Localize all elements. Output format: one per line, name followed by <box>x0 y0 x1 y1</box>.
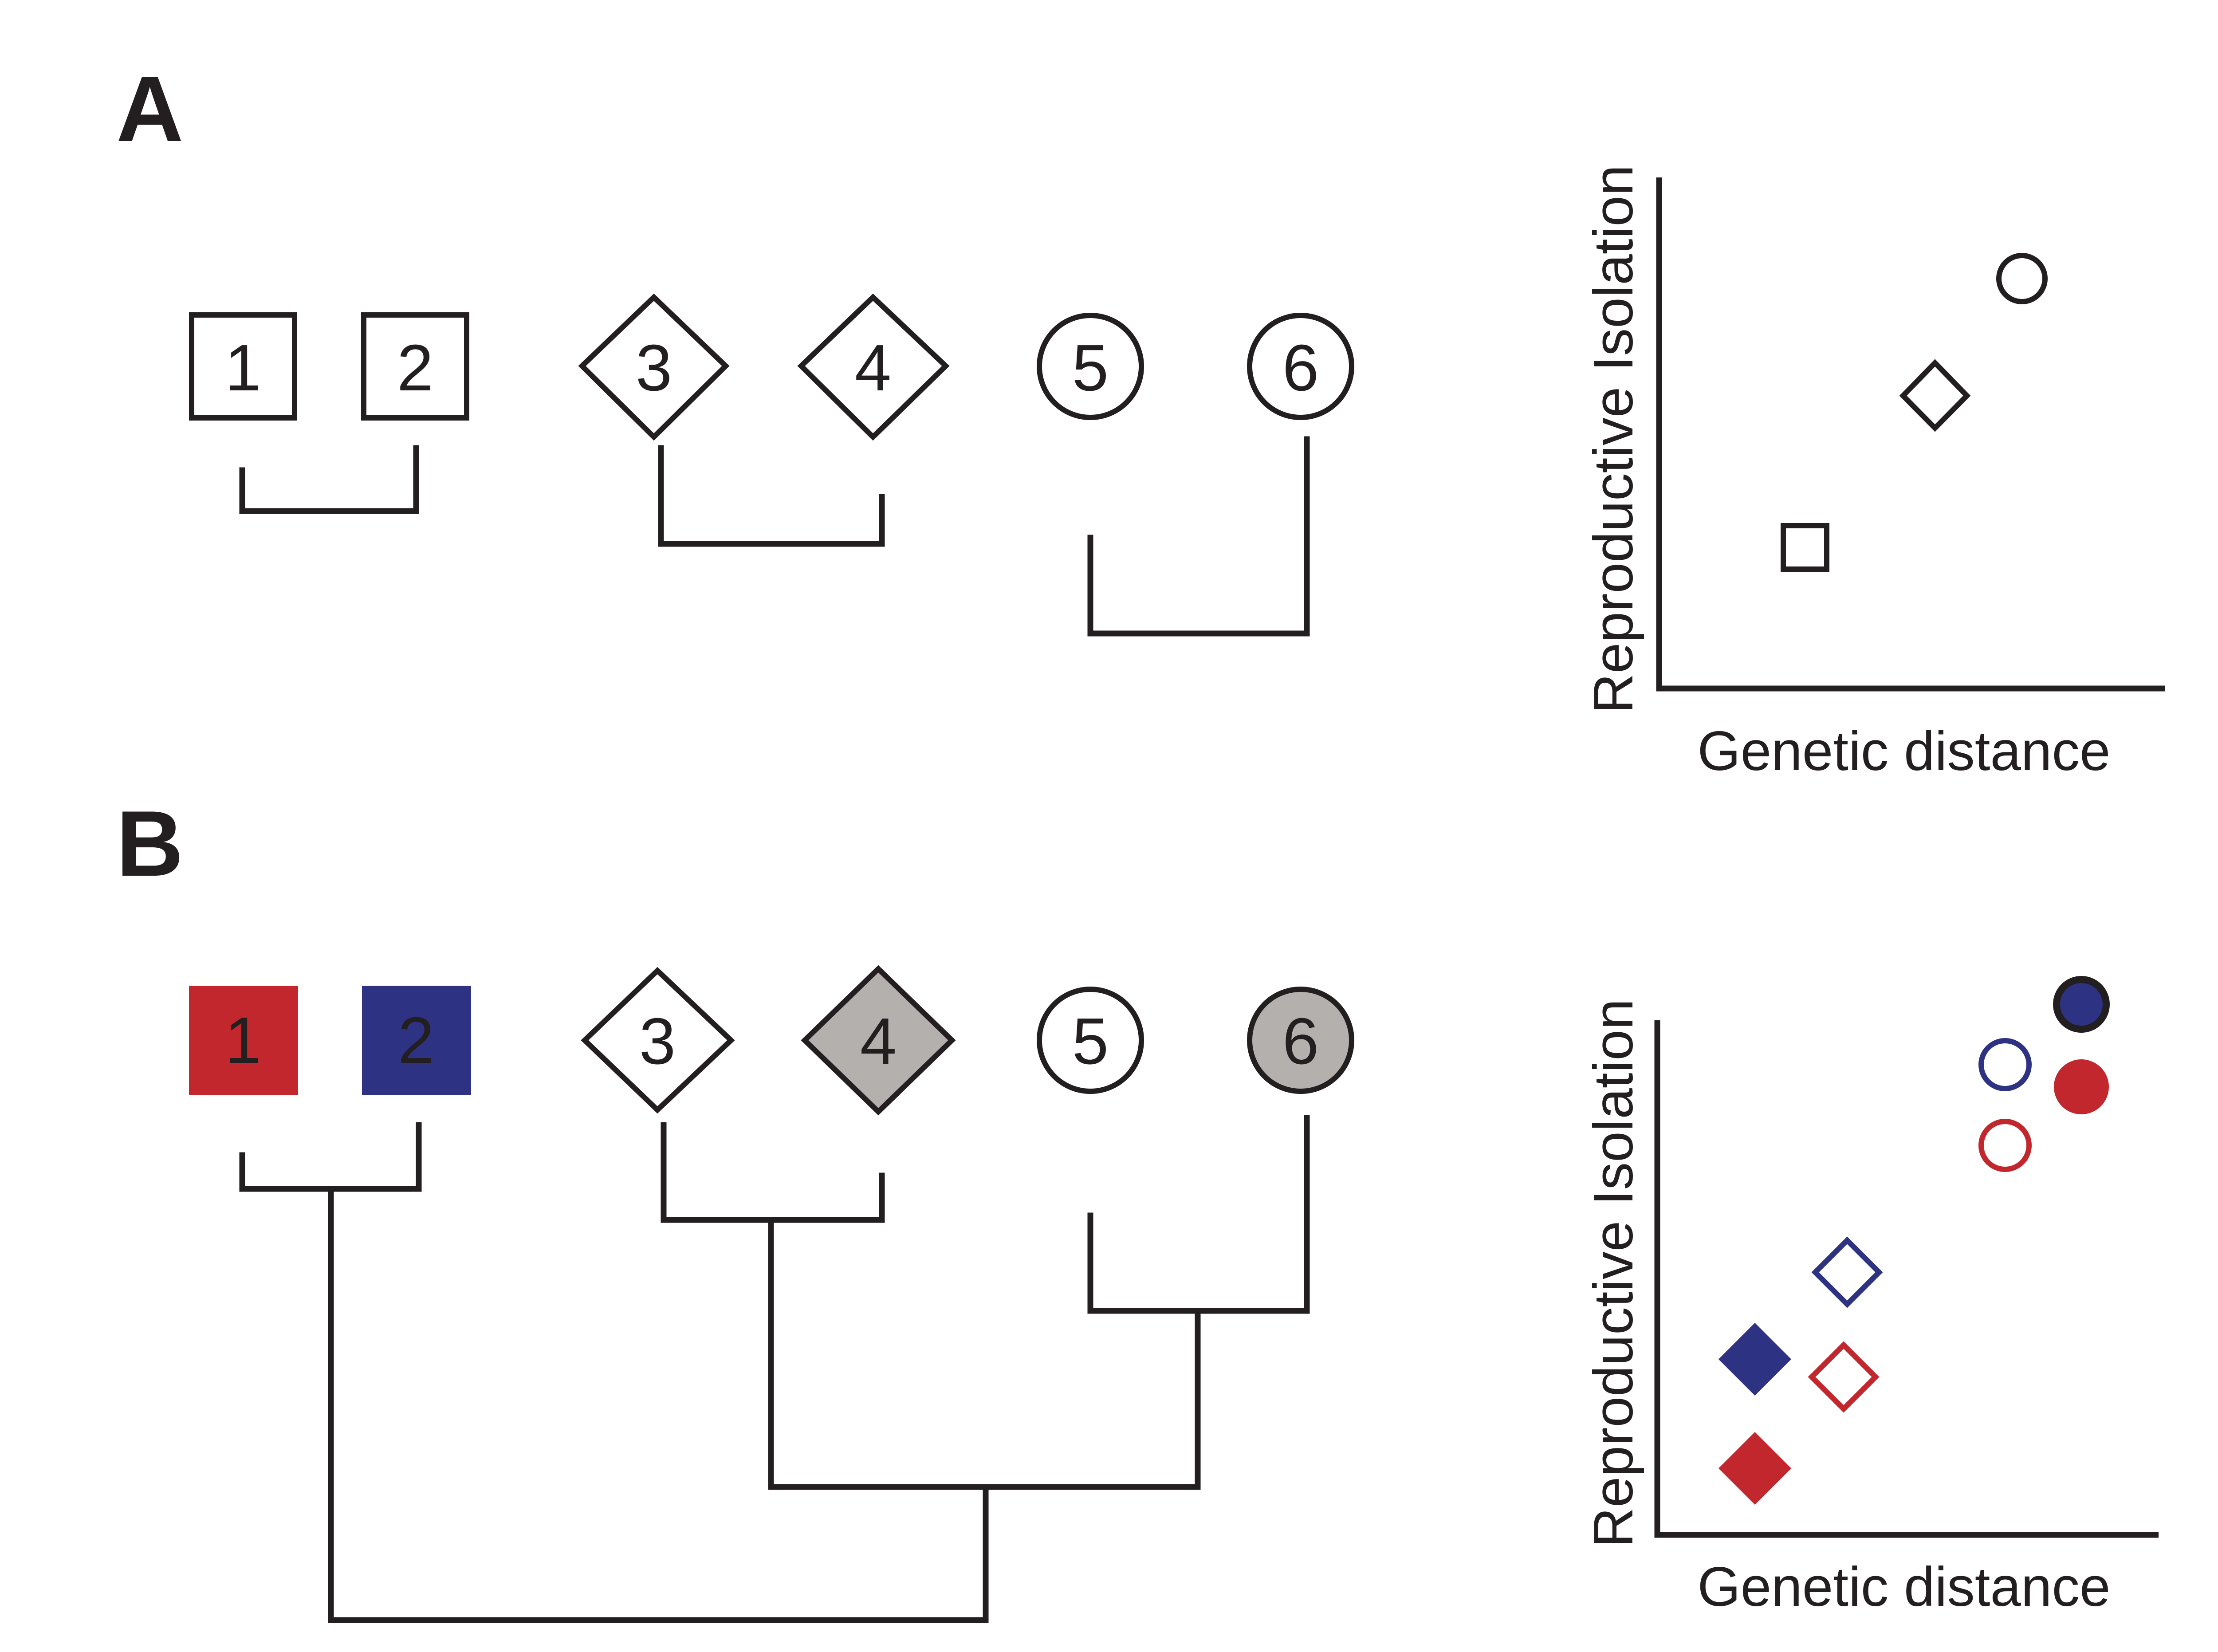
panel-a-y-axis-label: Reproductive Isolation <box>1583 165 1644 714</box>
taxon-5-circle <box>1037 313 1144 420</box>
panel-b-bracket-1-2 <box>239 1122 422 1192</box>
taxon-6-label: 6 <box>1282 331 1319 405</box>
panel-a-taxon-5: 5 <box>1037 313 1144 420</box>
taxon-6-circle <box>1247 313 1354 420</box>
panel-b-marker-circle-red-filled <box>2054 1059 2109 1114</box>
taxon-1-label: 1 <box>225 1004 261 1077</box>
panel-b-root-branch <box>328 1186 989 1623</box>
panel-b-taxon-2: 2 <box>362 986 471 1095</box>
panel-b-taxon-4: 4 <box>801 965 956 1116</box>
taxon-3-diamond <box>578 293 730 441</box>
taxon-4-label: 4 <box>860 1005 897 1078</box>
taxon-6-label: 6 <box>1282 1005 1319 1078</box>
taxon-5-circle <box>1037 987 1144 1094</box>
panel-b-taxon-3: 3 <box>581 967 735 1114</box>
taxon-4-label: 4 <box>855 331 891 405</box>
panel-b-bracket-5-6 <box>1087 1115 1310 1314</box>
panel-a-x-axis-label: Genetic distance <box>1697 720 2110 782</box>
panel-a-plot: Reproductive Isolation Genetic distance <box>1583 165 2165 782</box>
taxon-3-label: 3 <box>639 1005 676 1078</box>
taxon-2-label: 2 <box>398 1004 434 1077</box>
panel-b-plot: Reproductive Isolation Genetic distance <box>1583 976 2159 1618</box>
panel-b-marker-diamond-red-open <box>1808 1341 1880 1413</box>
panel-a-taxon-2: 2 <box>361 312 469 421</box>
taxon-5-label: 5 <box>1072 1005 1109 1078</box>
panel-a-bracket-3-4 <box>658 445 885 547</box>
panel-b-marker-diamond-blue-filled <box>1719 1323 1791 1396</box>
panel-b-marker-circle-blue-filled <box>2053 976 2110 1033</box>
panel-b-bracket-3-4 <box>661 1122 885 1223</box>
panel-a-taxon-4: 4 <box>797 293 950 441</box>
panel-a-label: A <box>116 57 184 161</box>
panel-b-marker-circle-blue-open <box>1978 1038 2032 1091</box>
taxon-1-square <box>189 312 297 421</box>
panel-a: A 1 2 3 4 5 6 <box>116 57 2165 782</box>
panel-a-marker-diamond <box>1899 359 1971 432</box>
panel-b-label: B <box>116 791 184 896</box>
panel-a-axes <box>1656 177 2165 692</box>
panel-b-taxon-5: 5 <box>1037 987 1144 1094</box>
panel-b-inner-branch <box>768 1217 1201 1490</box>
taxon-6-circle-gray <box>1247 987 1354 1094</box>
panel-b-marker-diamond-blue-open <box>1811 1236 1883 1308</box>
taxon-1-square-red <box>189 986 298 1095</box>
panel-a-taxon-1: 1 <box>189 312 297 421</box>
taxon-1-label: 1 <box>225 331 261 405</box>
panel-a-marker-circle <box>1996 253 2048 304</box>
panel-b-x-axis-label: Genetic distance <box>1697 1556 2110 1618</box>
panel-b-marker-diamond-red-filled <box>1719 1432 1791 1505</box>
panel-a-marker-square <box>1781 523 1829 572</box>
taxon-2-square-blue <box>362 986 471 1095</box>
taxon-4-diamond-gray <box>801 965 956 1116</box>
taxon-2-label: 2 <box>397 331 433 405</box>
panel-b-taxon-6: 6 <box>1247 987 1354 1094</box>
panel-a-taxon-3: 3 <box>578 293 730 441</box>
taxon-2-square <box>361 312 469 421</box>
taxon-3-diamond <box>581 967 735 1114</box>
panel-b-tree <box>239 1115 1310 1623</box>
panel-a-bracket-1-2 <box>239 445 419 514</box>
panel-b-axes <box>1654 1020 2159 1538</box>
panel-b-taxon-1: 1 <box>189 986 298 1095</box>
taxon-4-diamond <box>797 293 950 441</box>
panel-a-bracket-5-6 <box>1087 436 1310 637</box>
panel-b-y-axis-label: Reproductive Isolation <box>1583 999 1644 1548</box>
panel-b-marker-circle-red-open <box>1978 1119 2032 1172</box>
panel-b: B 1 2 3 4 5 6 <box>116 791 2159 1623</box>
taxon-3-label: 3 <box>636 331 672 405</box>
panel-a-taxon-6: 6 <box>1247 313 1354 420</box>
taxon-5-label: 5 <box>1072 331 1109 405</box>
